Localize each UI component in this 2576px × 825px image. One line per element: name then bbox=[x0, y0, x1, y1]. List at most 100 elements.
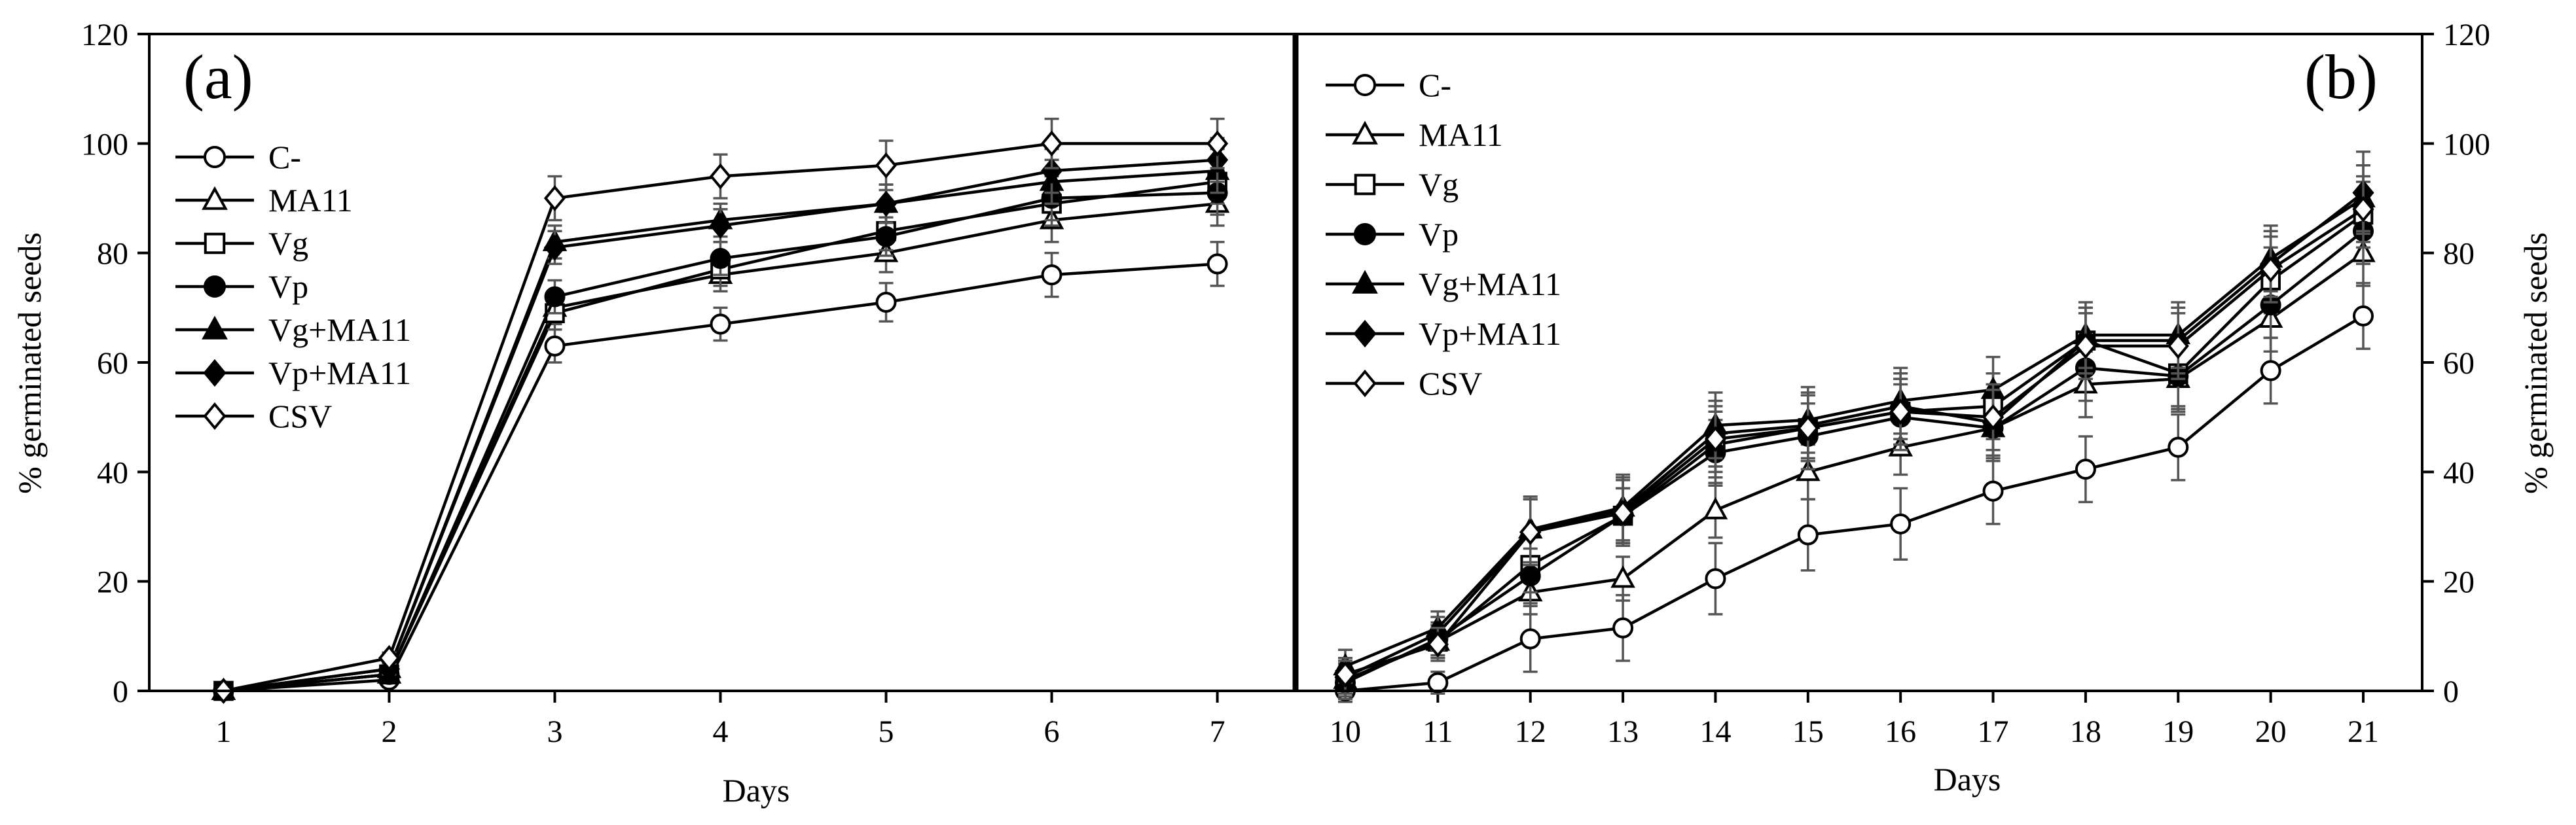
panel-a-legend-marker bbox=[204, 146, 226, 168]
panel-a-x-tick-label: 2 bbox=[381, 714, 397, 749]
panel-b-series-line bbox=[1345, 230, 2365, 684]
panel-a-y-tick-label: 80 bbox=[97, 237, 128, 272]
panel-b-y-tick-label: 40 bbox=[2443, 455, 2475, 490]
panel-b-x-tick-label: 12 bbox=[1515, 714, 1546, 749]
panel-a-data-point bbox=[1040, 130, 1063, 157]
panel-a-data-point bbox=[710, 313, 731, 335]
panel-a-legend-label: Vp+MA11 bbox=[268, 355, 411, 391]
panel-b-y-tick-label: 0 bbox=[2443, 675, 2459, 709]
panel-b-legend-item-c: C- bbox=[1326, 67, 1451, 103]
panel-a-legend-item-vp-ma11: Vp+MA11 bbox=[175, 355, 411, 391]
panel-a-data-point bbox=[378, 644, 401, 671]
panel-b-data-point bbox=[1703, 497, 1728, 519]
panel-a-x-tick-label: 3 bbox=[547, 714, 562, 749]
panel-b-data-point bbox=[1796, 459, 1821, 482]
panel-b-data-point bbox=[1982, 480, 2004, 502]
panel-b-series-line bbox=[1345, 207, 2365, 676]
panel-b-y-tick-label: 20 bbox=[2443, 565, 2475, 600]
panel-a-legend-item-vp: Vp bbox=[175, 268, 308, 305]
panel-a-legend: C- MA11 Vg Vp Vg+MA11 Vp+MA11 CSV bbox=[175, 139, 411, 434]
panel-a-legend-item-c: C- bbox=[175, 139, 301, 175]
panel-b-y-tick-label: 60 bbox=[2443, 346, 2475, 381]
panel-b-data-point bbox=[1982, 404, 2005, 430]
panel-a-legend-label: C- bbox=[268, 139, 301, 175]
panel-b-x-tick-label: 16 bbox=[1885, 714, 1916, 749]
panel-b-series-c bbox=[1335, 281, 2374, 703]
panel-b-data-point bbox=[1705, 568, 1726, 589]
panel-a-legend-marker bbox=[203, 359, 227, 387]
panel-a-y-tick-label: 60 bbox=[97, 346, 128, 381]
panel-a-y-tick-label: 120 bbox=[81, 18, 128, 52]
panel-b-x-tick-label: 19 bbox=[2162, 714, 2194, 749]
panel-b-y-tick-label: 120 bbox=[2443, 18, 2490, 52]
panel-b: (b) Days % germinated seeds 0 20 40 60 80 100… bbox=[1326, 18, 2554, 798]
panel-b-legend-marker bbox=[1354, 173, 1376, 196]
panel-a-data-point bbox=[710, 248, 731, 270]
panel-a-y-axis-title: % germinated seeds bbox=[11, 232, 48, 494]
panel-b-x-tick-label: 10 bbox=[1330, 714, 1361, 749]
panel-b-x-tick-label: 18 bbox=[2070, 714, 2101, 749]
panel-b-legend-item-csv: CSV bbox=[1326, 365, 1482, 402]
panel-b-legend-item-vg-ma11: Vg+MA11 bbox=[1326, 266, 1561, 302]
panel-a-series-vp-ma11 bbox=[212, 137, 1229, 704]
panel-b-data-point bbox=[2353, 305, 2374, 326]
panel-a-label: (a) bbox=[183, 42, 253, 112]
panel-a-data-point bbox=[875, 226, 897, 247]
panel-a-y-tick-label: 40 bbox=[97, 455, 128, 490]
panel-a-series-c bbox=[213, 241, 1228, 701]
panel-b-series-line bbox=[1345, 251, 2365, 682]
panel-a-data-point bbox=[1206, 130, 1229, 157]
panel-a-legend-item-vg-ma11: Vg+MA11 bbox=[175, 311, 411, 348]
panel-b-legend-marker bbox=[1353, 319, 1377, 348]
panel-b-x-tick-label: 21 bbox=[2348, 714, 2379, 749]
panel-a-data-point bbox=[1206, 253, 1228, 275]
panel-b-legend: C- MA11 Vg Vp Vg+MA11 Vp+MA11 CSV bbox=[1326, 67, 1561, 402]
panel-a-legend-item-vg: Vg bbox=[175, 225, 308, 262]
panel-b-data-point bbox=[2260, 256, 2282, 283]
panel-b-legend-item-vp: Vp bbox=[1326, 216, 1459, 253]
panel-b-data-point bbox=[2167, 332, 2189, 359]
panel-b-y-axis-title: % germinated seeds bbox=[2517, 232, 2554, 494]
panel-b-legend-item-vp-ma11: Vp+MA11 bbox=[1326, 315, 1561, 352]
panel-b-x-tick-label: 20 bbox=[2255, 714, 2287, 749]
panel-b-y-tick-label: 100 bbox=[2443, 127, 2490, 162]
panel-b-data-point bbox=[1334, 661, 1356, 688]
panel-b-x-tick-label: 14 bbox=[1699, 714, 1731, 749]
panel-b-legend-label: Vg bbox=[1419, 166, 1459, 203]
panel-b-data-point bbox=[2075, 459, 2096, 480]
panel-a-data-point bbox=[1041, 264, 1062, 286]
panel-b-data-point bbox=[1612, 500, 1634, 527]
panel-a-data-point bbox=[709, 212, 732, 239]
panel-b-legend-marker bbox=[1352, 270, 1378, 294]
panel-b-data-point bbox=[1612, 617, 1634, 639]
panel-a-data-point bbox=[544, 335, 566, 357]
panel-b-data-point bbox=[1704, 426, 1727, 453]
panel-b-series-line bbox=[1345, 197, 2365, 668]
panel-b-legend-label: C- bbox=[1419, 67, 1451, 103]
panel-b-legend-marker bbox=[1352, 120, 1378, 145]
panel-a-data-point bbox=[875, 291, 897, 313]
panel-a-data-point bbox=[709, 163, 732, 190]
panel-b-x-tick-label: 15 bbox=[1792, 714, 1824, 749]
panel-a-legend-marker bbox=[204, 232, 226, 255]
panel-a-data-point bbox=[543, 234, 566, 261]
panel-b-legend-label: MA11 bbox=[1419, 116, 1503, 153]
panel-b-series-csv bbox=[1334, 175, 2374, 692]
panel-a-x-tick-label: 6 bbox=[1044, 714, 1060, 749]
panel-b-data-point bbox=[1519, 565, 1541, 587]
panel-b-legend-item-ma11: MA11 bbox=[1326, 116, 1503, 153]
panel-a-legend-item-csv: CSV bbox=[175, 398, 332, 434]
panel-b-data-point bbox=[2075, 332, 2097, 359]
panel-a-legend-marker bbox=[203, 402, 227, 430]
panel-b-data-point bbox=[1519, 519, 1542, 546]
panel-a-x-tick-label: 5 bbox=[879, 714, 894, 749]
panel-b-series-vg-ma11 bbox=[1333, 164, 2376, 684]
panel-a-series-vp bbox=[213, 169, 1228, 701]
panel-b-data-point bbox=[1797, 415, 1819, 442]
panel-a-data-point bbox=[875, 190, 898, 217]
panel-a-x-tick-label: 7 bbox=[1210, 714, 1225, 749]
panel-a-data-point bbox=[543, 185, 566, 211]
panel-b-legend-label: Vp bbox=[1419, 216, 1459, 253]
panel-b-legend-label: Vg+MA11 bbox=[1419, 266, 1561, 302]
